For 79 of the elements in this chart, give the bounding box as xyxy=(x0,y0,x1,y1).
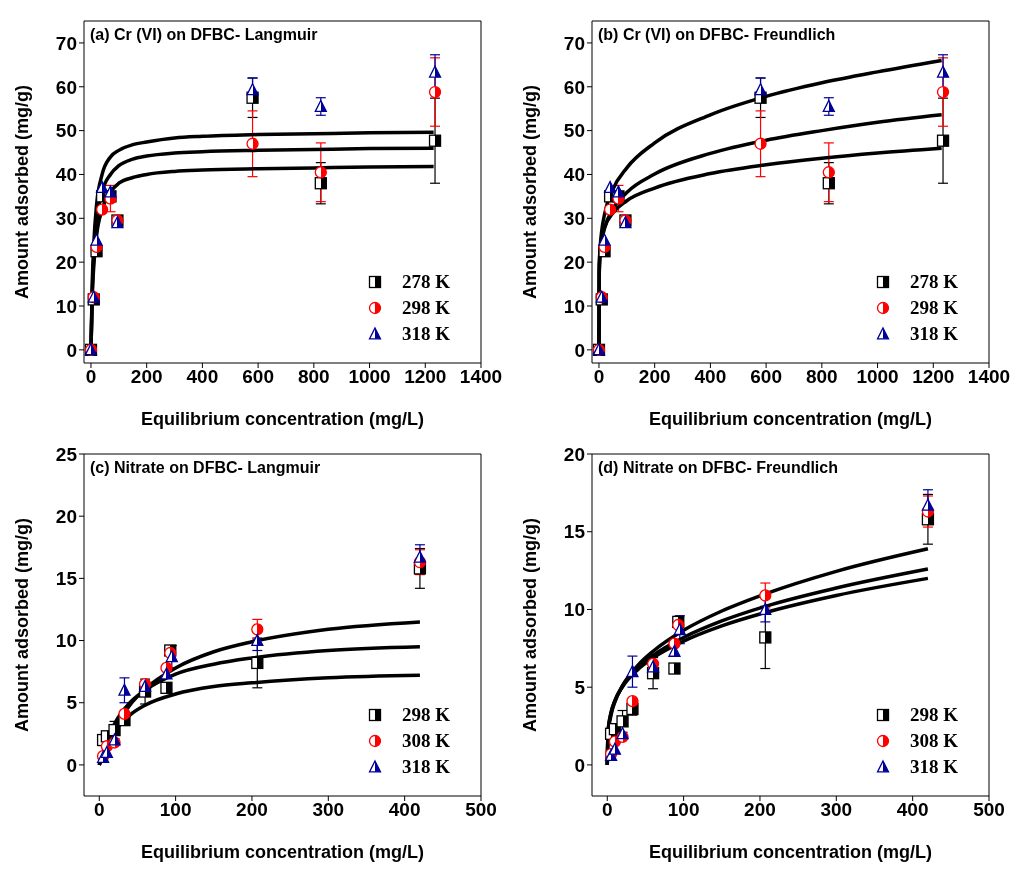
x-axis-title: Equilibrium concentration (mg/L) xyxy=(649,842,932,862)
y-tick-label: 50 xyxy=(563,120,585,142)
y-tick-label: 70 xyxy=(563,32,585,54)
legend-label: 318 K xyxy=(402,756,451,778)
x-tick-label: 600 xyxy=(750,366,782,388)
y-tick-label: 60 xyxy=(563,76,585,98)
y-tick-label: 25 xyxy=(55,443,78,465)
x-axis-title: Equilibrium concentration (mg/L) xyxy=(141,409,424,429)
y-axis-title: Amount adsorbed (mg/g) xyxy=(12,85,33,299)
x-tick-label: 200 xyxy=(130,366,163,388)
x-tick-label: 600 xyxy=(242,366,274,388)
y-tick-label: 0 xyxy=(574,754,585,776)
x-axis-title: Equilibrium concentration (mg/L) xyxy=(649,409,932,429)
x-tick-label: 0 xyxy=(85,366,97,388)
x-tick-label: 100 xyxy=(159,799,192,821)
y-tick-label: 30 xyxy=(55,208,77,230)
x-tick-label: 1000 xyxy=(856,366,899,388)
y-tick-label: 10 xyxy=(563,295,585,317)
x-tick-label: 0 xyxy=(601,799,613,821)
y-tick-label: 0 xyxy=(574,339,585,361)
legend-label: 298 K xyxy=(402,704,451,726)
y-tick-label: 10 xyxy=(563,599,585,621)
x-axis-title: Equilibrium concentration (mg/L) xyxy=(141,842,424,862)
y-tick-label: 50 xyxy=(55,120,77,142)
x-tick-label: 400 xyxy=(186,366,219,388)
x-tick-label: 0 xyxy=(593,366,605,388)
x-tick-label: 200 xyxy=(638,366,671,388)
x-tick-label: 1000 xyxy=(348,366,391,388)
y-tick-label: 70 xyxy=(55,32,77,54)
legend-label: 298 K xyxy=(910,704,959,726)
y-tick-label: 60 xyxy=(55,76,77,98)
x-tick-label: 300 xyxy=(820,799,853,821)
y-tick-label: 20 xyxy=(563,443,585,465)
x-tick-label: 300 xyxy=(312,799,345,821)
x-tick-label: 1200 xyxy=(912,366,955,388)
legend-label: 298 K xyxy=(910,297,959,319)
y-tick-label: 5 xyxy=(574,676,586,698)
chart-title: (d) Nitrate on DFBC- Freundlich xyxy=(598,459,838,477)
x-tick-label: 400 xyxy=(896,799,929,821)
x-tick-label: 500 xyxy=(973,799,1005,821)
y-tick-label: 40 xyxy=(55,164,77,186)
y-axis-title: Amount adsorbed (mg/g) xyxy=(12,518,33,732)
y-tick-label: 15 xyxy=(563,521,586,543)
y-tick-label: 0 xyxy=(66,339,77,361)
y-tick-label: 10 xyxy=(55,295,77,317)
legend-label: 318 K xyxy=(910,323,959,345)
legend-label: 318 K xyxy=(910,756,959,778)
x-tick-label: 400 xyxy=(388,799,421,821)
x-tick-label: 400 xyxy=(694,366,727,388)
chart-title: (b) Cr (VI) on DFBC- Freundlich xyxy=(598,26,836,44)
x-tick-label: 800 xyxy=(297,366,330,388)
y-axis-title: Amount adsorbed (mg/g) xyxy=(520,85,541,299)
x-tick-label: 200 xyxy=(236,799,268,821)
y-tick-label: 0 xyxy=(66,754,77,776)
x-tick-label: 1400 xyxy=(967,366,1011,388)
legend-label: 278 K xyxy=(402,271,451,293)
x-tick-label: 1200 xyxy=(404,366,447,388)
y-tick-label: 20 xyxy=(55,505,77,527)
x-tick-label: 100 xyxy=(667,799,700,821)
y-tick-label: 10 xyxy=(55,630,77,652)
x-tick-label: 200 xyxy=(744,799,776,821)
y-tick-label: 20 xyxy=(55,251,77,273)
legend-label: 278 K xyxy=(910,271,959,293)
x-tick-label: 0 xyxy=(93,799,105,821)
legend-label: 298 K xyxy=(402,297,451,319)
y-tick-label: 15 xyxy=(55,568,78,590)
legend-label: 308 K xyxy=(402,730,451,752)
legend-label: 318 K xyxy=(402,323,451,345)
chart-title: (a) Cr (VI) on DFBC- Langmuir xyxy=(90,26,318,44)
x-tick-label: 1400 xyxy=(459,366,503,388)
y-tick-label: 30 xyxy=(563,208,585,230)
y-tick-label: 5 xyxy=(66,692,78,714)
chart-title: (c) Nitrate on DFBC- Langmuir xyxy=(90,459,321,477)
y-axis-title: Amount adsorbed (mg/g) xyxy=(520,518,541,732)
x-tick-label: 800 xyxy=(805,366,838,388)
x-tick-label: 500 xyxy=(465,799,497,821)
y-tick-label: 20 xyxy=(563,251,585,273)
y-tick-label: 40 xyxy=(563,164,585,186)
legend-label: 308 K xyxy=(910,730,959,752)
